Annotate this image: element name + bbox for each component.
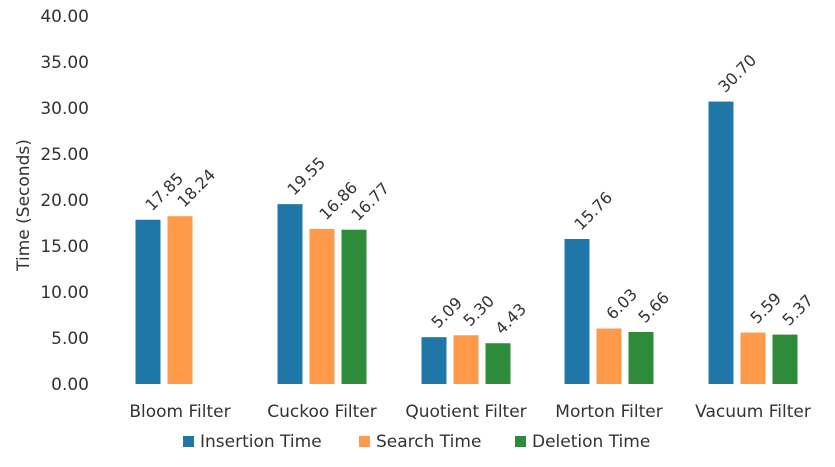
- legend-swatch: [183, 436, 194, 447]
- data-label: 5.66: [634, 288, 673, 327]
- bar-deletion-time: [485, 343, 511, 384]
- bar-insertion-time: [564, 239, 590, 384]
- bar-search-time: [167, 216, 193, 384]
- x-tick-label: Vacuum Filter: [695, 402, 811, 422]
- y-tick-label: 5.00: [51, 329, 89, 349]
- y-tick-label: 35.00: [40, 53, 89, 73]
- bar-search-time: [309, 228, 335, 384]
- bar-deletion-time: [341, 229, 367, 384]
- bar-insertion-time: [135, 219, 161, 384]
- y-tick-label: 40.00: [40, 7, 89, 27]
- bar-search-time: [596, 328, 622, 384]
- bar-insertion-time: [421, 337, 447, 384]
- y-tick-label: 20.00: [40, 191, 89, 211]
- legend-label: Search Time: [376, 432, 481, 452]
- x-axis: Bloom Filter Cuckoo Filter Quotient Filter…: [129, 402, 810, 422]
- bar-search-time: [740, 332, 766, 384]
- data-label: 19.55: [283, 153, 329, 199]
- bar-deletion-time: [772, 334, 798, 384]
- data-label: 5.59: [746, 289, 785, 328]
- data-label: 15.76: [570, 188, 616, 234]
- bar-insertion-time: [708, 101, 734, 384]
- x-tick-label: Quotient Filter: [405, 402, 526, 422]
- bar-deletion-time: [628, 331, 654, 384]
- bar-insertion-time: [277, 204, 303, 384]
- y-axis-title: Time (Seconds): [14, 139, 34, 272]
- y-tick-label: 10.00: [40, 283, 89, 303]
- x-tick-label: Cuckoo Filter: [267, 402, 377, 422]
- y-tick-label: 30.00: [40, 99, 89, 119]
- y-tick-label: 15.00: [40, 237, 89, 257]
- x-tick-label: Morton Filter: [555, 402, 662, 422]
- data-label: 30.70: [714, 51, 760, 97]
- y-axis: 0.00 5.00 10.00 15.00 20.00 25.00 30.00 35.00 40…: [40, 7, 89, 395]
- legend-swatch: [359, 436, 370, 447]
- data-label: 5.37: [778, 291, 817, 330]
- data-label: 6.03: [602, 285, 641, 324]
- bar-search-time: [453, 335, 479, 384]
- y-tick-label: 0.00: [51, 375, 89, 395]
- legend-label: Deletion Time: [532, 432, 650, 452]
- y-tick-label: 25.00: [40, 145, 89, 165]
- legend: Insertion Time Search Time Deletion Time: [183, 432, 650, 452]
- x-tick-label: Bloom Filter: [129, 402, 230, 422]
- legend-swatch: [515, 436, 526, 447]
- legend-label: Insertion Time: [200, 432, 322, 452]
- data-label: 5.09: [427, 293, 466, 332]
